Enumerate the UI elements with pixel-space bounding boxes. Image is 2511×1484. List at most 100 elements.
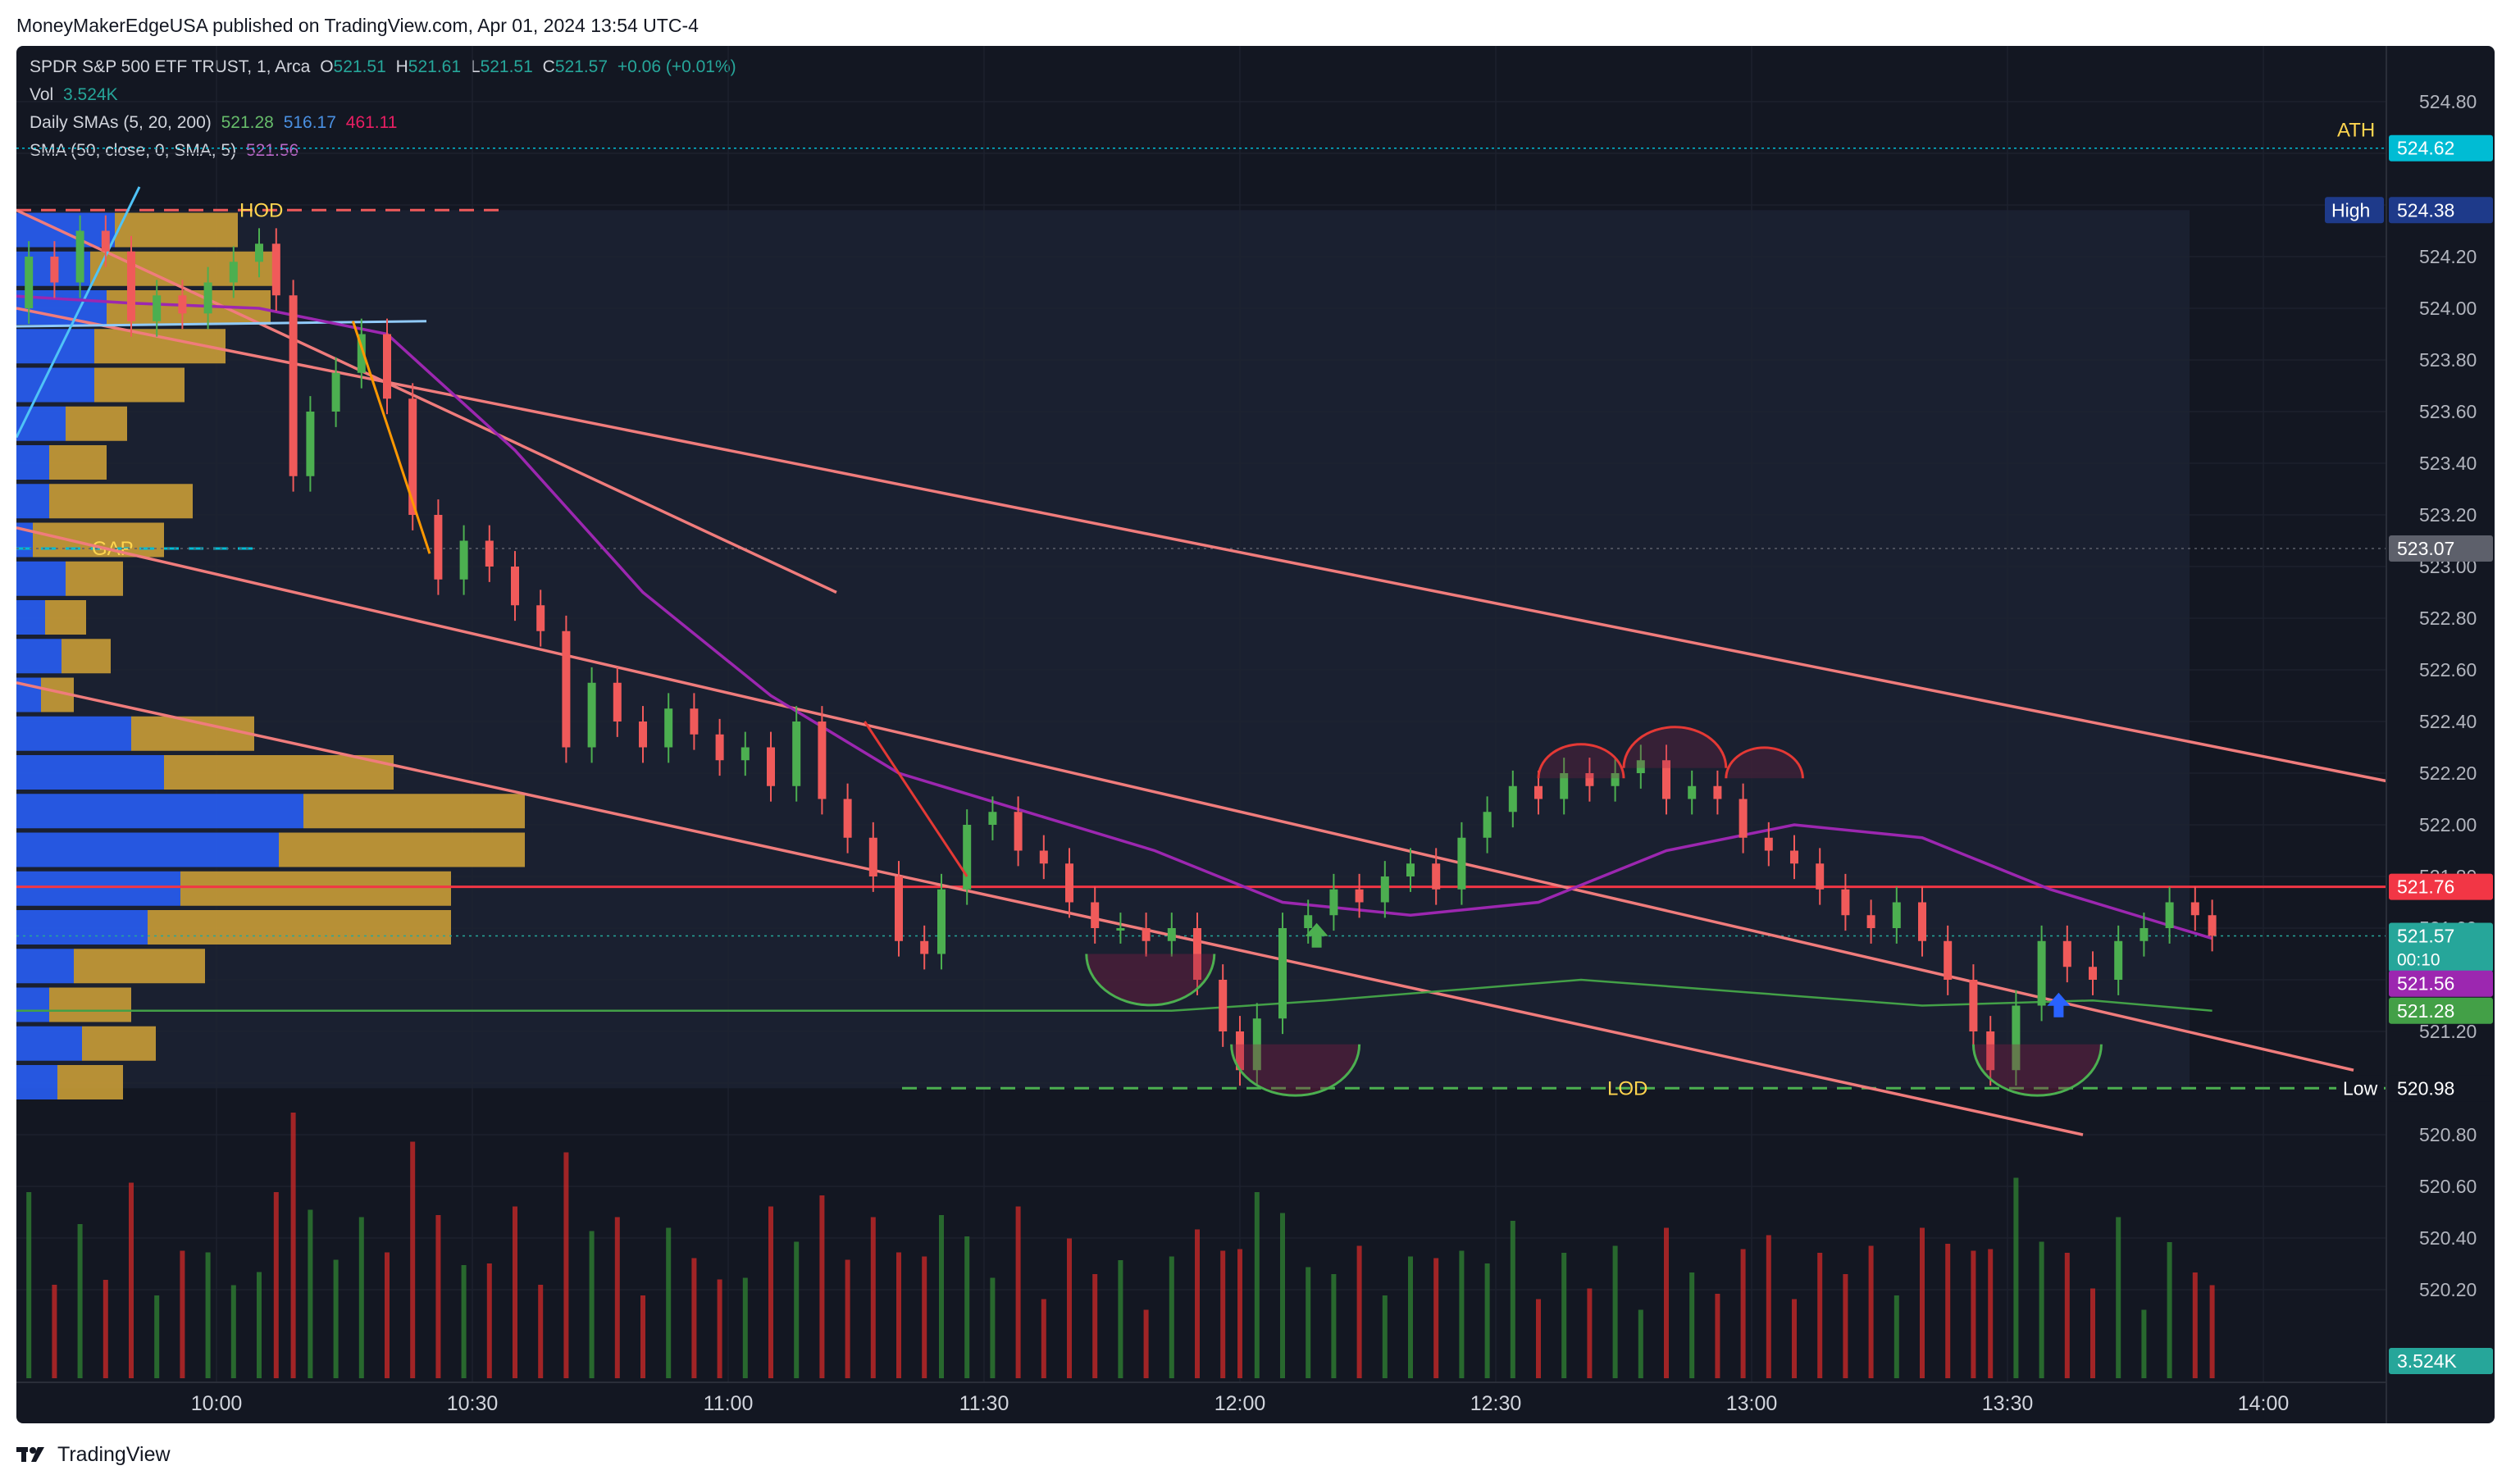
volume-profile-down-bar: [66, 561, 123, 596]
volume-bar: [2141, 1309, 2147, 1378]
x-tick-label: 13:30: [1982, 1392, 2034, 1415]
volume-bar: [2090, 1288, 2095, 1378]
volume-profile-up-bar: [16, 639, 62, 674]
candle-body: [1764, 837, 1773, 851]
legend-sma50-label[interactable]: SMA (50, close, 0, SMA, 5): [30, 141, 237, 160]
legend-daily-sma-200: 461.11: [345, 113, 398, 132]
volume-bar: [1169, 1256, 1174, 1378]
volume-bar: [896, 1252, 901, 1378]
volume-bar: [742, 1277, 748, 1378]
channel-line-1: [16, 208, 837, 594]
y-tick-label: 523.80: [2419, 349, 2477, 371]
candle-body: [1969, 980, 1978, 1031]
candle-body: [2037, 940, 2046, 1006]
x-tick-label: 12:30: [1470, 1392, 1522, 1415]
badge-low-label-bg: [2336, 1075, 2384, 1102]
volume-bar: [103, 1280, 108, 1378]
y-tick-label: 520.60: [2419, 1176, 2477, 1197]
volume-bar: [180, 1250, 185, 1378]
volume-bar: [257, 1272, 262, 1378]
legend-vol-label[interactable]: Vol: [30, 85, 54, 104]
candle-body: [1892, 902, 1901, 928]
price-chart[interactable]: HODATHGAPLOD 524.80524.60524.40524.20524…: [16, 46, 2495, 1423]
volume-profile-down-bar: [90, 251, 279, 286]
candle-body: [1866, 915, 1875, 928]
y-tick-label: 521.20: [2419, 1021, 2477, 1042]
candle-body: [1014, 812, 1023, 851]
legend-change: +0.06 (+0.01%): [617, 57, 736, 76]
volume-bar: [77, 1224, 83, 1378]
volume-bar: [1945, 1244, 1951, 1378]
candle-body: [75, 230, 84, 283]
x-tick-label: 11:00: [704, 1392, 754, 1415]
candle-body: [271, 244, 280, 296]
volume-profile-down-bar: [115, 212, 238, 248]
candle-body: [1986, 1031, 1995, 1071]
volume-bar: [990, 1277, 996, 1378]
volume-bar: [1459, 1250, 1465, 1378]
tradingview-logo-icon: [16, 1447, 44, 1462]
candle-body: [1688, 785, 1697, 799]
legend-close-label: C: [542, 57, 555, 76]
badge-last-sub: 00:10: [2397, 950, 2440, 969]
legend-daily-smas-label[interactable]: Daily SMAs (5, 20, 200): [30, 113, 212, 132]
y-tick-label: 520.40: [2419, 1227, 2477, 1249]
candle-body: [741, 747, 750, 761]
ath-label: ATH: [2337, 120, 2375, 142]
volume-profile-up-bar: [16, 832, 279, 867]
legend-close: 521.57: [554, 57, 608, 76]
legend-symbol[interactable]: SPDR S&P 500 ETF TRUST, 1, Arca: [30, 57, 311, 76]
volume-profile-down-bar: [49, 484, 193, 519]
legend-daily-smas-row: Daily SMAs (5, 20, 200) 521.28 516.17 46…: [30, 113, 402, 133]
candle-body: [2012, 1005, 2021, 1071]
volume-profile-down-bar: [82, 1026, 156, 1061]
volume-profile-down-bar: [57, 1065, 123, 1099]
volume-bar: [1689, 1272, 1695, 1378]
volume-bar: [1356, 1245, 1362, 1378]
candle-body: [1116, 928, 1125, 931]
candle-body: [1065, 863, 1073, 903]
cup-arc-2: [1230, 1044, 1361, 1097]
volume-bar: [1587, 1288, 1593, 1378]
candle-body: [459, 540, 468, 580]
badge-low-bg: [2389, 1075, 2493, 1102]
candle-body: [25, 257, 34, 308]
candle-body: [1739, 799, 1748, 838]
legend-vol-value: 3.524K: [63, 85, 118, 104]
candle-body: [2190, 902, 2199, 916]
volume-profile-down-bar: [33, 522, 164, 558]
legend-open-label: O: [320, 57, 334, 76]
legend-high-label: H: [395, 57, 408, 76]
volume-bar: [1817, 1253, 1823, 1378]
badge-low-label: Low: [2343, 1077, 2378, 1099]
volume-profile-down-bar: [279, 832, 525, 867]
candle-body: [485, 540, 494, 567]
volume-profile-down-bar: [148, 910, 451, 945]
badge-sma50-value: 521.56: [2397, 973, 2454, 995]
volume-bar: [273, 1192, 279, 1378]
x-tick-label: 12:00: [1214, 1392, 1266, 1415]
badge-gap-value: 523.07: [2397, 538, 2454, 559]
volume-bar: [1988, 1249, 1994, 1378]
volume-profile-down-bar: [164, 755, 394, 790]
volume-bar: [1015, 1206, 1021, 1378]
volume-bar: [2167, 1242, 2172, 1378]
candle-body: [331, 372, 340, 412]
volume-bar: [939, 1215, 944, 1378]
candle-body: [664, 708, 673, 748]
badge-sma50-bg: [2389, 970, 2493, 997]
candle-body: [1142, 928, 1151, 941]
chart-frame: SPDR S&P 500 ETF TRUST, 1, Arca O521.51 …: [16, 46, 2495, 1423]
legend-daily-sma-5: 521.28: [221, 113, 274, 132]
cup-arc-1: [1085, 954, 1216, 1007]
volume-bar: [290, 1113, 296, 1378]
badge-resistance-value: 521.76: [2397, 876, 2454, 898]
x-tick-label: 10:30: [447, 1392, 499, 1415]
lod-label: LOD: [1607, 1077, 1647, 1099]
volume-profile-down-bar: [303, 794, 525, 829]
volume-bar: [1536, 1299, 1541, 1378]
volume-profile-down-bar: [180, 871, 451, 906]
candle-body: [1406, 863, 1415, 876]
candle-body: [383, 334, 391, 399]
candle-body: [1560, 773, 1569, 799]
